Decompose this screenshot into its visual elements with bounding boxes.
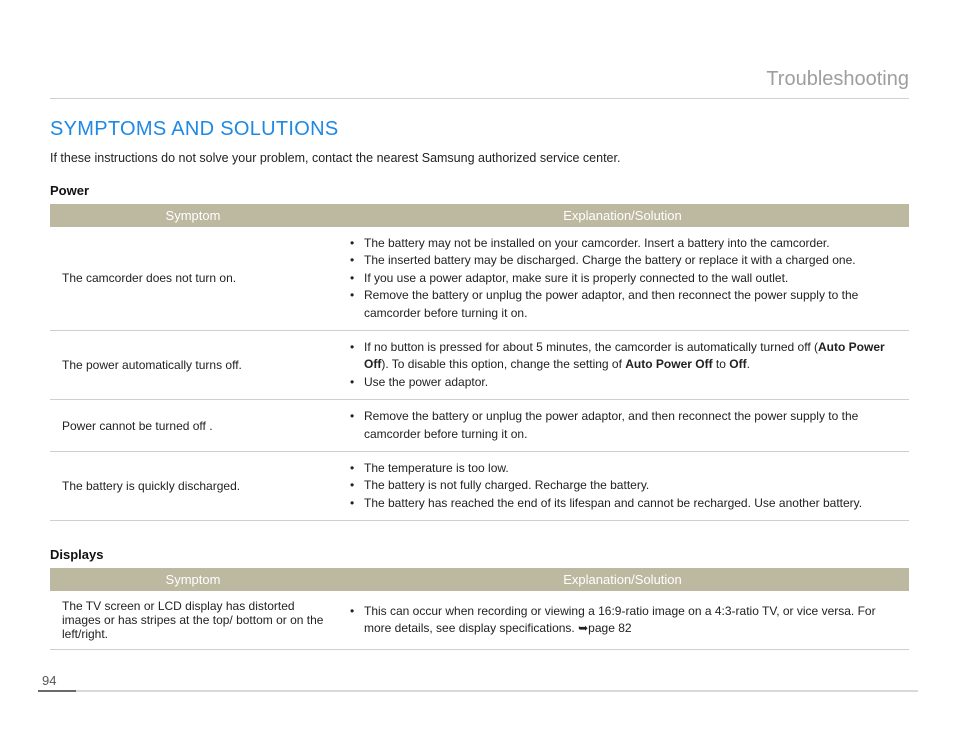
table-displays: Symptom Explanation/Solution The TV scre… xyxy=(50,568,909,650)
cell-symptom: The battery is quickly discharged. xyxy=(50,451,336,520)
th-symptom: Symptom xyxy=(50,568,336,591)
page-number-rule xyxy=(38,690,918,692)
cell-solution: This can occur when recording or viewing… xyxy=(336,591,909,650)
table-row: The camcorder does not turn on. The batte… xyxy=(50,227,909,330)
cell-symptom: Power cannot be turned off . xyxy=(50,400,336,452)
cell-symptom: The TV screen or LCD display has distort… xyxy=(50,591,336,650)
list-item: The battery may not be installed on your… xyxy=(346,235,899,252)
page-footer: 94 xyxy=(38,673,918,692)
list-item: The inserted battery may be discharged. … xyxy=(346,252,899,269)
list-item: This can occur when recording or viewing… xyxy=(346,603,899,638)
list-item: The battery is not fully charged. Rechar… xyxy=(346,477,899,494)
cell-symptom: The power automatically turns off. xyxy=(50,330,336,399)
section-heading: SYMPTOMS AND SOLUTIONS xyxy=(50,118,909,141)
th-solution: Explanation/Solution xyxy=(336,204,909,227)
list-item: If no button is pressed for about 5 minu… xyxy=(346,339,899,374)
table-row: The power automatically turns off. If no … xyxy=(50,330,909,399)
subheading-displays: Displays xyxy=(50,547,909,562)
list-item: Use the power adaptor. xyxy=(346,374,899,391)
list-item: The temperature is too low. xyxy=(346,460,899,477)
table-row: The TV screen or LCD display has distort… xyxy=(50,591,909,650)
cell-solution: Remove the battery or unplug the power a… xyxy=(336,400,909,452)
cell-solution: If no button is pressed for about 5 minu… xyxy=(336,330,909,399)
th-solution: Explanation/Solution xyxy=(336,568,909,591)
cell-solution: The temperature is too low.The battery i… xyxy=(336,451,909,520)
table-row: The battery is quickly discharged.The te… xyxy=(50,451,909,520)
list-item: Remove the battery or unplug the power a… xyxy=(346,408,899,443)
cell-symptom: The camcorder does not turn on. xyxy=(50,227,336,330)
list-item: The battery has reached the end of its l… xyxy=(346,495,899,512)
intro-text: If these instructions do not solve your … xyxy=(50,151,909,165)
table-displays-body: The TV screen or LCD display has distort… xyxy=(50,591,909,650)
cell-solution: The battery may not be installed on your… xyxy=(336,227,909,330)
table-power-body: The camcorder does not turn on. The batte… xyxy=(50,227,909,521)
table-row: Power cannot be turned off . Remove the b… xyxy=(50,400,909,452)
title-rule xyxy=(50,98,909,99)
subheading-power: Power xyxy=(50,183,909,198)
list-item: Remove the battery or unplug the power a… xyxy=(346,287,899,322)
document-page: Troubleshooting SYMPTOMS AND SOLUTIONS I… xyxy=(0,0,954,730)
page-category-title: Troubleshooting xyxy=(766,68,909,91)
table-power: Symptom Explanation/Solution The camcord… xyxy=(50,204,909,521)
th-symptom: Symptom xyxy=(50,204,336,227)
page-number: 94 xyxy=(38,673,56,688)
list-item: If you use a power adaptor, make sure it… xyxy=(346,270,899,287)
